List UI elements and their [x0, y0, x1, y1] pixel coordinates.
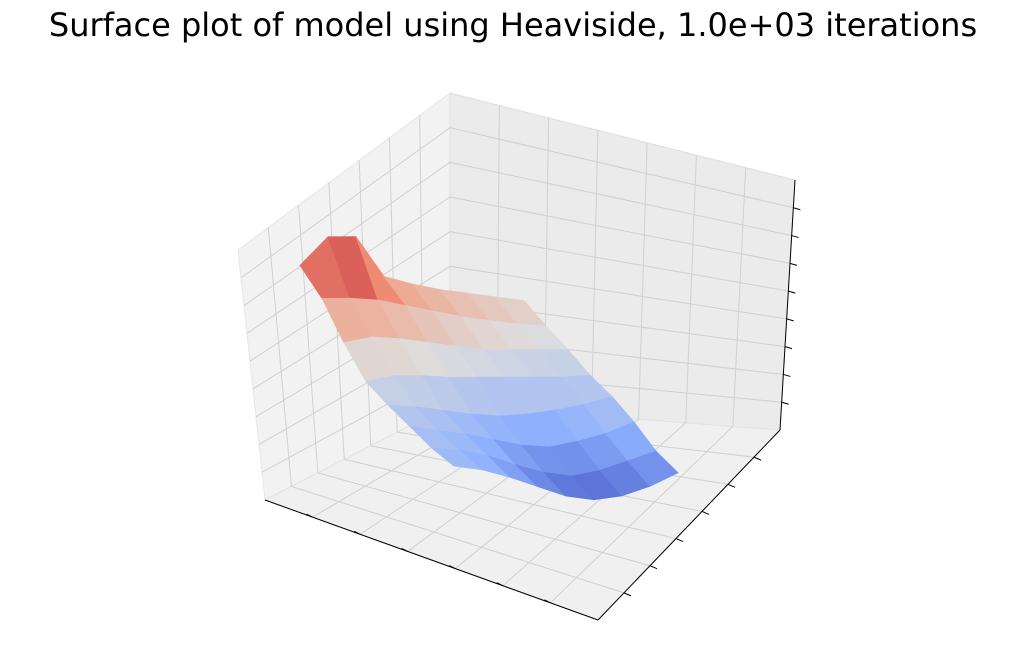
- z-tick: [783, 373, 791, 377]
- z-tick: [786, 318, 794, 322]
- y-axis-line: [597, 429, 781, 621]
- z-grid-line: [249, 231, 789, 362]
- z-tick: [781, 401, 789, 405]
- x-tick: [401, 547, 408, 552]
- wall-grid-line: [298, 205, 319, 473]
- y-tick: [727, 483, 736, 488]
- x-tick: [353, 530, 361, 535]
- x-tick: [544, 599, 551, 604]
- wall-grid-line: [685, 155, 697, 423]
- z-axis-line: [779, 179, 796, 431]
- x-tick: [449, 565, 456, 570]
- floor-grid-line: [344, 458, 677, 540]
- floor-grid-line: [317, 472, 651, 567]
- z-grid-line: [252, 265, 787, 390]
- y-tick: [701, 510, 710, 515]
- y-tick: [753, 456, 762, 461]
- z-tick: [789, 262, 798, 266]
- wall-grid-line: [732, 167, 747, 427]
- z-tick: [788, 290, 796, 294]
- wall-grid-line: [267, 227, 292, 487]
- floor-grid-line: [291, 485, 625, 594]
- z-tick: [791, 235, 799, 239]
- wall-grid-line: [638, 142, 648, 420]
- wall-grid-line: [590, 130, 599, 416]
- x-tick: [496, 582, 504, 587]
- z-tick: [793, 207, 801, 211]
- surface: [299, 236, 679, 501]
- y-tick: [623, 592, 632, 597]
- z-tick: [784, 346, 793, 350]
- axes: [264, 179, 801, 621]
- y-tick: [675, 538, 684, 543]
- y-tick: [649, 565, 658, 570]
- surface-facet: [627, 450, 679, 487]
- chart-title: Surface plot of model using Heaviside, 1…: [48, 6, 978, 44]
- floor-grid-line: [550, 426, 734, 604]
- x-tick: [306, 513, 313, 518]
- z-grid-line: [240, 127, 794, 279]
- x-axis-line: [264, 499, 599, 621]
